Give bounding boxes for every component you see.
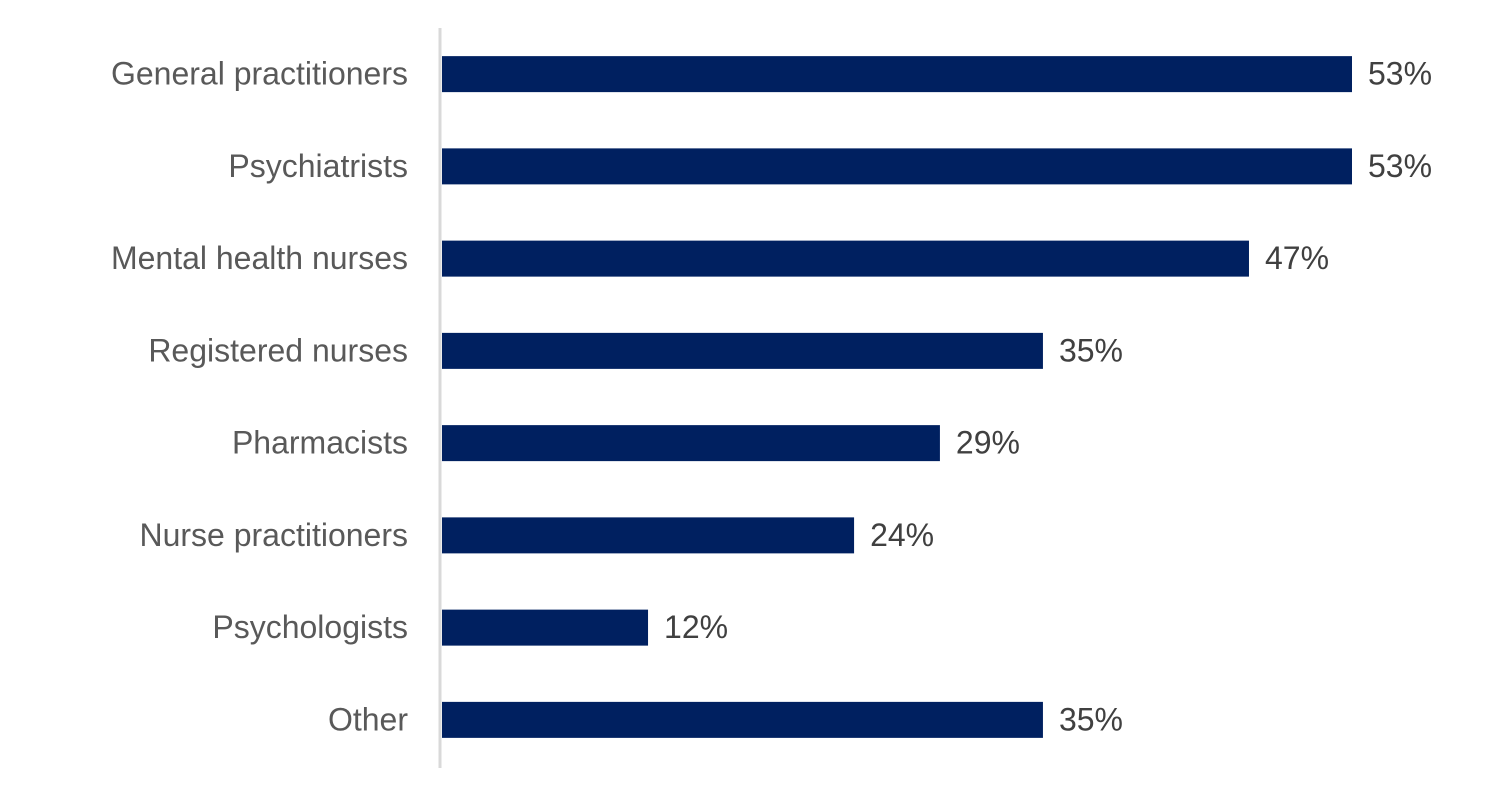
category-label: Psychiatrists (228, 148, 408, 184)
category-label: Nurse practitioners (139, 517, 408, 553)
bar (442, 701, 1043, 738)
category-label: General practitioners (111, 56, 408, 92)
value-label: 53% (1368, 148, 1432, 184)
value-label: 35% (1059, 332, 1123, 368)
bar (442, 240, 1249, 277)
value-label: 53% (1368, 56, 1432, 92)
category-label: Mental health nurses (111, 240, 408, 276)
value-label: 47% (1265, 240, 1329, 276)
category-label: Psychologists (212, 609, 408, 645)
bar (442, 517, 855, 554)
value-label: 35% (1059, 701, 1123, 737)
value-label: 29% (956, 425, 1020, 461)
category-label: Registered nurses (148, 332, 408, 368)
bar (442, 609, 649, 646)
bar (442, 56, 1352, 93)
bar (442, 425, 940, 462)
category-label: Other (328, 701, 408, 737)
bar (442, 332, 1043, 369)
value-label: 12% (664, 609, 728, 645)
value-label: 24% (870, 517, 934, 553)
category-label: Pharmacists (232, 425, 408, 461)
bar (442, 148, 1352, 185)
